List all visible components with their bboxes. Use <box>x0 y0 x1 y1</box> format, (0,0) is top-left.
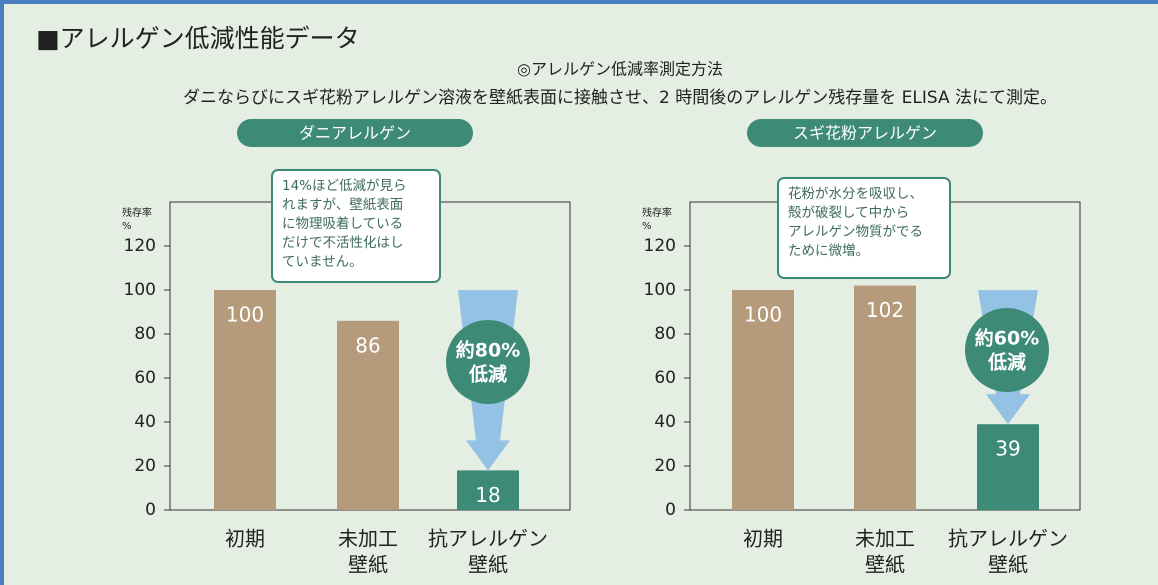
x-tick-label: 抗アレルゲン <box>948 527 1068 551</box>
callout-text: ために微増。 <box>788 243 869 259</box>
badge-text: 低減 <box>468 363 507 386</box>
value-label: 100 <box>226 303 264 327</box>
y-tick-label: 100 <box>644 280 676 300</box>
y-tick-label: 60 <box>134 368 156 388</box>
callout-text: 殻が破裂して中から <box>788 205 909 221</box>
x-tick-label: 壁紙 <box>865 553 905 577</box>
y-tick-label: 0 <box>145 500 156 520</box>
x-tick-label: 壁紙 <box>348 553 388 577</box>
value-label: 86 <box>355 333 380 357</box>
callout-text: 花粉が水分を吸収し、 <box>788 186 923 202</box>
chart-title: ダニアレルゲン <box>299 124 411 143</box>
x-tick-label: 壁紙 <box>988 553 1028 577</box>
value-label: 100 <box>744 303 782 327</box>
page: ■アレルゲン低減性能データ ◎アレルゲン低減率測定方法 ダニならびにスギ花粉アレ… <box>0 0 1158 585</box>
border-top <box>0 0 1158 4</box>
badge <box>965 308 1049 392</box>
callout-text: れますが、壁紙表面 <box>282 197 403 213</box>
y-tick-label: 20 <box>654 456 676 476</box>
y-tick-label: 80 <box>654 324 676 344</box>
callout-text: だけで不活性化はし <box>282 235 404 251</box>
x-tick-label: 初期 <box>225 527 265 551</box>
x-tick-label: 未加工 <box>855 527 915 551</box>
value-label: 39 <box>995 437 1020 461</box>
y-axis-label: 残存率 <box>122 206 152 219</box>
x-tick-label: 未加工 <box>338 527 398 551</box>
value-label: 18 <box>475 483 500 507</box>
y-tick-label: 40 <box>654 412 676 432</box>
x-tick-label: 初期 <box>743 527 783 551</box>
callout-text: ていません。 <box>282 254 363 270</box>
badge-text: 約60% <box>975 327 1039 350</box>
y-tick-label: 100 <box>124 280 156 300</box>
callout-text: に物理吸着している <box>282 215 403 232</box>
screen: ■アレルゲン低減性能データ ◎アレルゲン低減率測定方法 ダニならびにスギ花粉アレ… <box>0 0 1158 585</box>
x-tick-label: 壁紙 <box>468 553 508 577</box>
y-tick-label: 40 <box>134 412 156 432</box>
y-tick-label: 60 <box>654 368 676 388</box>
y-axis-label: % <box>642 221 652 232</box>
value-label: 102 <box>866 298 904 322</box>
method-text: ダニならびにスギ花粉アレルゲン溶液を壁紙表面に接触させ、2 時間後のアレルゲン残… <box>183 88 1057 108</box>
badge-text: 約80% <box>456 339 520 362</box>
badge <box>446 320 530 404</box>
y-axis-label: 残存率 <box>642 206 672 219</box>
y-tick-label: 20 <box>134 456 156 476</box>
x-tick-label: 抗アレルゲン <box>428 527 548 551</box>
y-tick-label: 120 <box>644 236 676 256</box>
chart-title: スギ花粉アレルゲン <box>793 124 937 143</box>
callout-text: アレルゲン物質がでる <box>788 224 923 240</box>
border-left <box>0 0 4 585</box>
callout-text: 14%ほど低減が見ら <box>282 177 407 194</box>
y-tick-label: 80 <box>134 324 156 344</box>
method-title: ◎アレルゲン低減率測定方法 <box>517 60 723 79</box>
badge-text: 低減 <box>987 351 1026 374</box>
page-title: ■アレルゲン低減性能データ <box>36 24 360 53</box>
y-tick-label: 120 <box>124 236 156 256</box>
y-tick-label: 0 <box>665 500 676 520</box>
y-axis-label: % <box>122 221 132 232</box>
